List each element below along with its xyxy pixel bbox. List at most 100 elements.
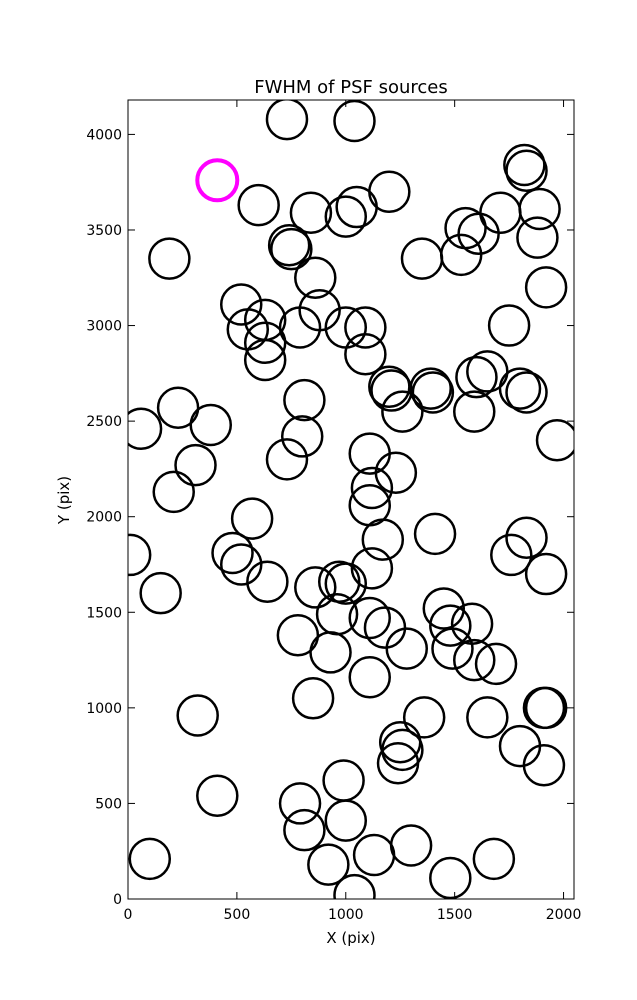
- psf-source-marker: [429, 604, 472, 647]
- psf-source-marker: [524, 266, 568, 309]
- psf-source-marker: [280, 415, 324, 458]
- psf-source-marker: [211, 531, 254, 575]
- psf-source-marker: [237, 183, 280, 227]
- psf-source-marker: [333, 100, 376, 143]
- psf-source-marker: [381, 390, 424, 433]
- psf-source-marker: [524, 552, 568, 596]
- psf-source-marker: [324, 799, 368, 842]
- y-tick-label: 1000: [86, 701, 122, 717]
- psf-source-marker: [139, 571, 182, 615]
- y-tick-label: 500: [95, 796, 122, 812]
- psf-source-marker: [128, 837, 172, 881]
- psf-source-marker: [411, 371, 455, 414]
- y-axis: 0 500 1000 1500 2000 2500 3000 3500 4000: [86, 127, 574, 908]
- x-tick-label: 500: [224, 907, 251, 923]
- psf-source-marker: [265, 100, 309, 141]
- psf-source-marker: [505, 371, 548, 414]
- psf-source-marker: [189, 403, 233, 447]
- psf-source-marker: [243, 338, 287, 382]
- psf-source-marker: [503, 143, 546, 187]
- psf-source-marker: [283, 808, 326, 852]
- x-tick-label: 0: [124, 907, 133, 923]
- psf-source-marker: [422, 587, 466, 630]
- psf-source-marker: [522, 743, 566, 787]
- psf-source-marker: [270, 227, 313, 271]
- y-tick-label: 0: [113, 892, 122, 908]
- psf-source-marker: [294, 256, 337, 300]
- psf-source-marker: [267, 224, 311, 267]
- psf-source-marker: [344, 332, 387, 376]
- psf-source-marker: [487, 304, 531, 347]
- psf-source-marker: [298, 289, 341, 332]
- psf-source-marker: [344, 306, 387, 349]
- psf-source-marker: [333, 873, 376, 899]
- x-axis: 0 500 1000 1500 2000: [124, 100, 582, 923]
- x-tick-label: 1500: [437, 907, 473, 923]
- psf-source-marker: [156, 386, 200, 429]
- x-tick-label: 2000: [546, 907, 582, 923]
- psf-source-marker: [219, 283, 263, 326]
- psf-source-marker: [307, 843, 350, 886]
- psf-source-marker: [524, 686, 568, 730]
- y-tick-label: 3000: [86, 319, 122, 335]
- psf-source-marker: [516, 216, 559, 259]
- y-axis-label: Y (pix): [55, 476, 73, 525]
- psf-source-marker: [413, 512, 457, 556]
- psf-source-marker: [385, 627, 428, 670]
- psf-source-marker: [276, 613, 320, 657]
- psf-source-marker: [152, 470, 195, 514]
- psf-source-marker: [128, 533, 152, 577]
- psf-source-marker: [348, 596, 391, 640]
- psf-source-marker: [368, 365, 411, 408]
- y-tick-label: 4000: [86, 127, 122, 143]
- psf-source-marker: [350, 547, 394, 590]
- psf-source-marker: [294, 566, 337, 609]
- chart-title: FWHM of PSF sources: [254, 77, 448, 98]
- psf-source-marker: [361, 518, 405, 561]
- psf-source-marker: [409, 367, 452, 410]
- psf-source-marker: [472, 837, 516, 881]
- psf-source-marker: [431, 627, 474, 670]
- psf-source-marker: [246, 560, 289, 603]
- x-tick-label: 1000: [328, 907, 364, 923]
- y-tick-label: 3500: [86, 223, 122, 239]
- psf-source-marker: [518, 187, 561, 231]
- psf-source-marker: [176, 694, 219, 737]
- y-tick-label: 2500: [86, 414, 122, 430]
- psf-source-marker: [535, 419, 574, 462]
- psf-source-marker: [505, 149, 548, 192]
- psf-source-marker: [490, 533, 533, 577]
- psf-source-marker: [128, 407, 163, 451]
- psf-source-marker: [498, 367, 542, 410]
- y-tick-label: 1500: [86, 605, 122, 621]
- x-axis-label: X (pix): [326, 929, 375, 947]
- markers-layer: [128, 100, 574, 899]
- psf-source-marker: [348, 656, 391, 699]
- y-tick-label: 2000: [86, 510, 122, 526]
- psf-source-marker: [466, 350, 509, 393]
- psf-source-marker: [466, 696, 509, 739]
- psf-source-marker: [402, 696, 446, 739]
- psf-source-marker: [196, 774, 239, 818]
- psf-source-marker: [455, 355, 498, 399]
- psf-source-marker: [453, 390, 496, 433]
- psf-source-marker: [453, 638, 496, 682]
- psf-source-marker: [174, 443, 217, 487]
- psf-source-marker: [278, 782, 322, 825]
- psf-source-marker: [389, 824, 433, 867]
- highlight-marker: [195, 158, 240, 203]
- psf-source-marker: [374, 451, 418, 494]
- psf-source-marker: [324, 195, 368, 238]
- psf-source-marker: [474, 642, 518, 686]
- psf-source-marker: [368, 170, 411, 214]
- psf-source-marker: [324, 562, 368, 605]
- psf-source-marker: [505, 516, 548, 559]
- psf-source-marker: [230, 497, 274, 540]
- psf-source-marker: [148, 237, 191, 280]
- psf-source-marker: [309, 631, 352, 674]
- plot-frame: [127, 99, 575, 900]
- psf-source-marker: [219, 543, 263, 586]
- psf-source-marker: [265, 438, 309, 481]
